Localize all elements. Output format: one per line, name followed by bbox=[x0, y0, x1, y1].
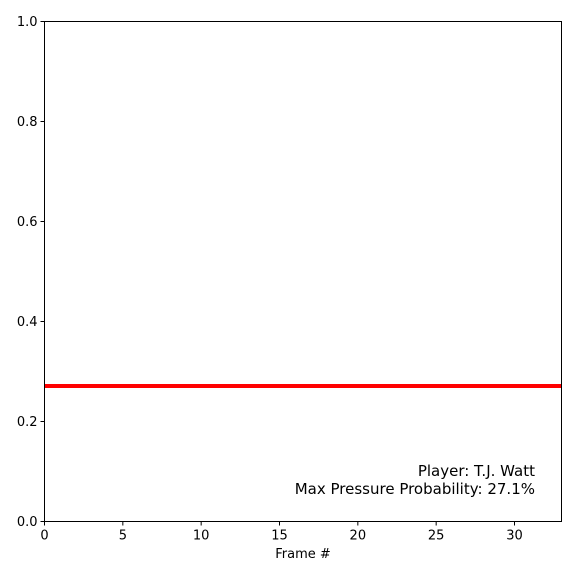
y-tick-label: 1.0 bbox=[17, 15, 38, 30]
y-axis-ticks: 0.0 0.2 0.4 0.6 0.8 1.0 bbox=[17, 15, 45, 530]
x-tick-label: 0 bbox=[40, 529, 48, 544]
y-tick-label: 0.2 bbox=[17, 415, 38, 430]
x-tick-label: 15 bbox=[271, 529, 288, 544]
x-tick-label: 30 bbox=[506, 529, 523, 544]
x-tick-label: 10 bbox=[193, 529, 210, 544]
y-tick-label: 0.6 bbox=[17, 215, 38, 230]
x-tick-label: 5 bbox=[119, 529, 127, 544]
y-tick-label: 0.0 bbox=[17, 515, 38, 530]
x-axis-label: Frame # bbox=[275, 547, 331, 562]
annotation-max-probability: Max Pressure Probability: 27.1% bbox=[295, 480, 535, 498]
x-tick-label: 20 bbox=[350, 529, 367, 544]
x-axis-ticks: 0 5 10 15 20 25 30 bbox=[40, 521, 523, 544]
y-tick-label: 0.4 bbox=[17, 315, 38, 330]
plot-frame bbox=[44, 21, 562, 522]
y-tick-label: 0.8 bbox=[17, 115, 38, 130]
x-tick-label: 25 bbox=[428, 529, 445, 544]
annotation-player: Player: T.J. Watt bbox=[418, 462, 535, 480]
